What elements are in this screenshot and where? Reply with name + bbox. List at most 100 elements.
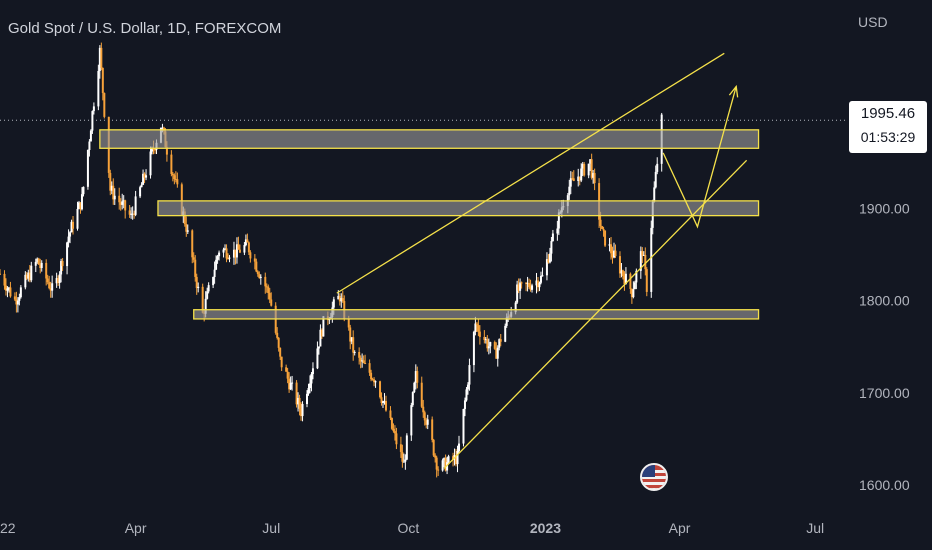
candle-body — [601, 226, 604, 229]
y-tick-label: 1900.00 — [859, 200, 910, 216]
candle-body — [140, 184, 143, 188]
candle-body — [516, 284, 519, 303]
candle-body — [644, 254, 647, 270]
candle-body — [265, 286, 268, 288]
candle-body — [621, 270, 624, 276]
candle-body — [404, 459, 407, 462]
us-flag-event-icon[interactable] — [640, 463, 668, 491]
candle-body — [528, 282, 531, 287]
candle-body — [402, 461, 405, 463]
candle-body — [280, 356, 283, 368]
candle-body — [332, 299, 335, 308]
candle-body — [143, 173, 146, 178]
candle-body — [458, 443, 461, 451]
candle-body — [505, 317, 508, 326]
candle-body — [444, 458, 447, 471]
candle-body — [124, 200, 127, 211]
candle-body — [349, 327, 352, 342]
candle-body — [353, 352, 356, 354]
candle-body — [19, 287, 22, 298]
candle-body — [337, 295, 340, 300]
candle-body — [174, 179, 177, 181]
candle-body — [133, 213, 136, 215]
candle-body — [589, 159, 592, 164]
candle-body — [237, 244, 240, 250]
candle-body — [443, 458, 446, 461]
candle-body — [623, 275, 626, 285]
candle-body — [213, 269, 216, 278]
candle-body — [486, 339, 489, 349]
candle-body — [194, 259, 197, 277]
candle-body — [548, 253, 551, 263]
candle-body — [9, 287, 12, 297]
candle-body — [128, 210, 131, 215]
candle-body — [371, 379, 374, 381]
trend-line — [336, 52, 725, 294]
candle-body — [620, 270, 623, 274]
candle-body — [165, 147, 168, 155]
candle-body — [134, 196, 137, 215]
candle-body — [568, 186, 571, 196]
candle-body — [61, 261, 64, 267]
candle-body — [89, 130, 92, 142]
candle-body — [423, 412, 426, 421]
candle-body — [608, 244, 611, 246]
candle-body — [547, 259, 550, 263]
candle-body — [48, 282, 51, 289]
candle-body — [618, 256, 621, 274]
candle-body — [642, 254, 645, 256]
candle-body — [632, 289, 635, 298]
candle-body — [362, 360, 365, 363]
candle-body — [285, 367, 288, 372]
candle-body — [206, 291, 209, 299]
candle-body — [76, 208, 79, 229]
candle-body — [91, 111, 94, 131]
candle-body — [279, 347, 282, 357]
candle-body — [475, 323, 478, 326]
candle-body — [477, 325, 480, 332]
candle-body — [382, 401, 385, 403]
candle-body — [536, 280, 539, 288]
candle-body — [215, 259, 218, 270]
candle-body — [238, 249, 241, 253]
candle-body — [69, 232, 72, 237]
candle-body — [222, 249, 225, 253]
candle-body — [36, 258, 39, 262]
candle-body — [224, 248, 227, 250]
candle-body — [235, 244, 238, 258]
candle-body — [593, 173, 596, 184]
candle-body — [441, 460, 444, 471]
candle-body — [185, 224, 188, 232]
candle-body — [60, 261, 63, 275]
x-tick-label: 22 — [0, 520, 16, 536]
candle-body — [51, 283, 54, 291]
x-tick-label: Apr — [125, 520, 147, 536]
candle-body — [455, 455, 458, 465]
candle-body — [539, 275, 542, 283]
candle-body — [383, 400, 386, 402]
candle-body — [40, 262, 43, 268]
trend-line — [443, 159, 748, 469]
candle-body — [244, 239, 247, 246]
candle-body — [572, 178, 575, 182]
candle-body — [311, 368, 314, 375]
candle-body — [142, 173, 145, 185]
candle-body — [103, 93, 106, 117]
candle-body — [370, 372, 373, 380]
candle-body — [425, 420, 428, 425]
candle-body — [101, 67, 104, 94]
candle-body — [79, 202, 82, 210]
candle-body — [529, 286, 532, 290]
candle-body — [577, 176, 580, 182]
candle-body — [531, 285, 534, 290]
candle-body — [538, 282, 541, 288]
candle-body — [624, 273, 627, 285]
candle-body — [434, 455, 437, 458]
candle-body — [191, 230, 194, 258]
candle-body — [37, 258, 40, 265]
price-zone — [157, 200, 760, 217]
candle-body — [347, 318, 350, 328]
candle-body — [270, 299, 273, 306]
candle-body — [472, 331, 475, 366]
